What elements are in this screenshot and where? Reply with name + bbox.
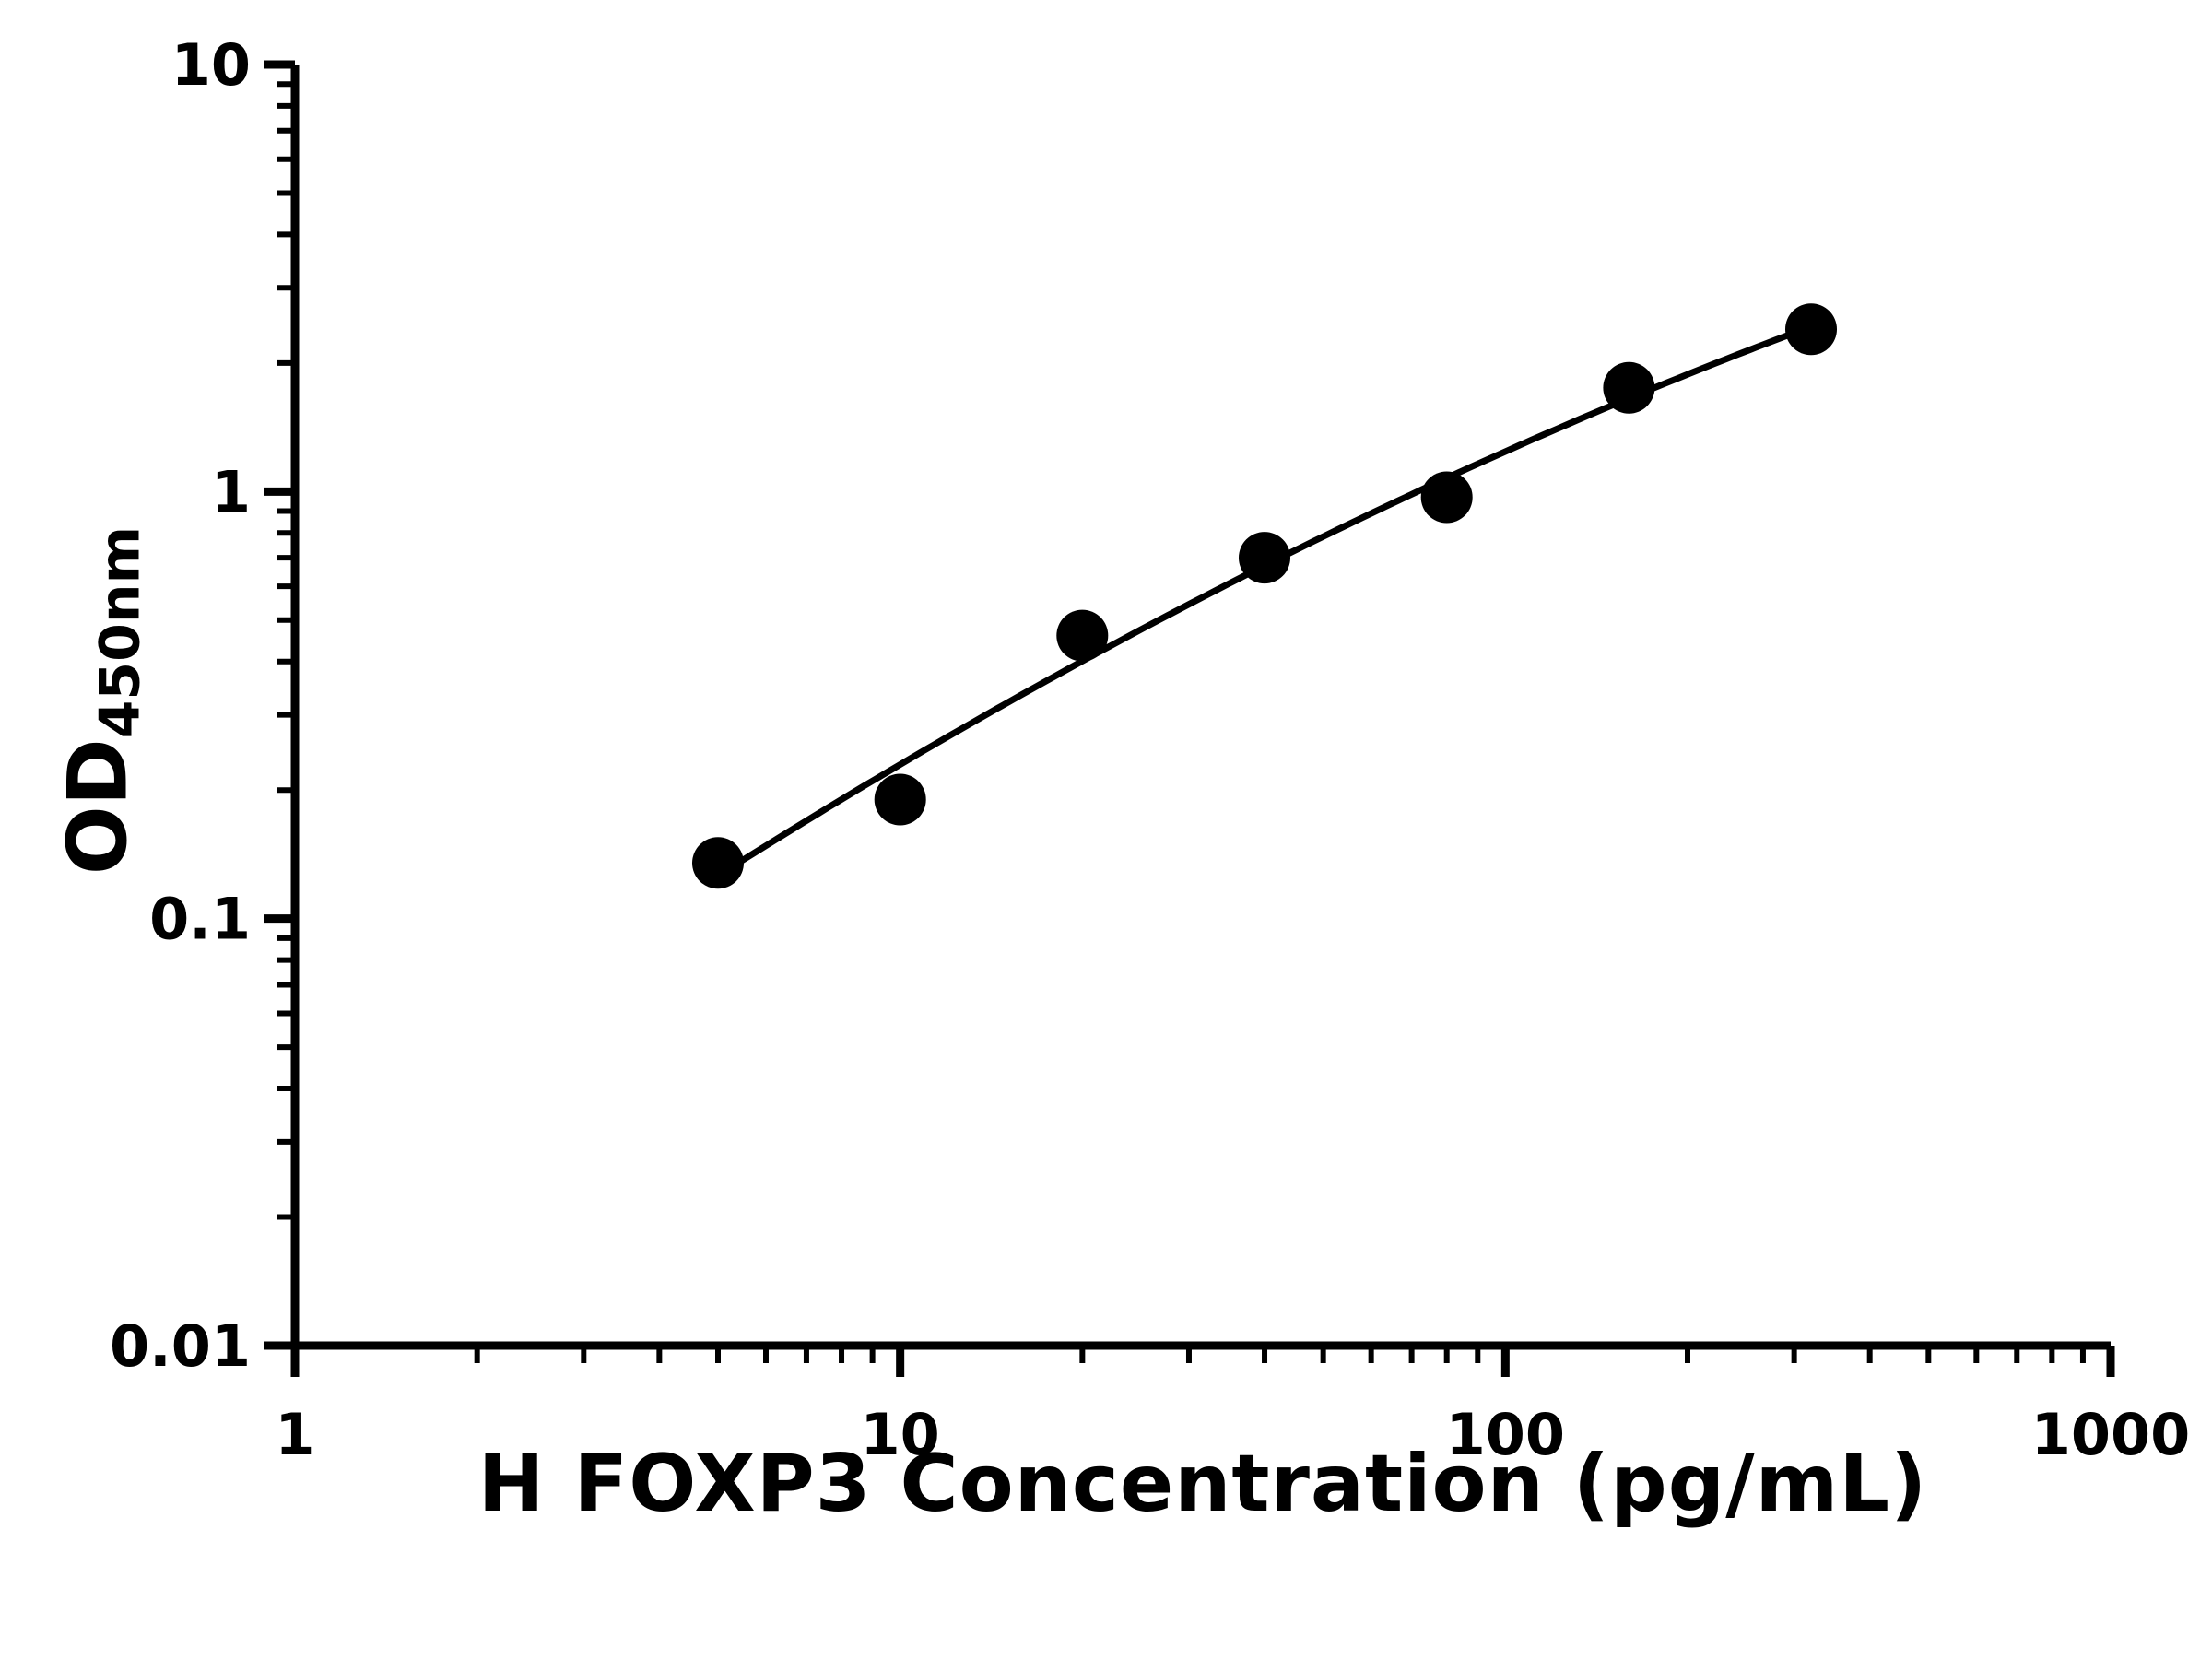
y-tick-label: 1 <box>211 458 251 525</box>
x-tick-label: 100 <box>1446 1401 1565 1468</box>
y-tick-label: 10 <box>171 31 251 99</box>
x-axis-label: H FOXP3 Concentration (pg/mL) <box>477 1438 1928 1530</box>
data-point <box>874 773 926 826</box>
x-tick-label: 1000 <box>2031 1401 2191 1468</box>
x-tick-label: 1 <box>275 1401 314 1468</box>
data-point <box>1239 532 1290 584</box>
data-point <box>1603 361 1655 414</box>
y-axis-label-subscript: 450nm <box>88 525 153 739</box>
y-tick-label: 0.1 <box>149 886 251 953</box>
y-axis-label-base: OD <box>50 738 146 876</box>
y-tick-label: 0.01 <box>110 1312 251 1380</box>
data-point <box>1056 609 1109 662</box>
y-axis-label: OD450nm <box>51 526 153 875</box>
x-tick-label: 10 <box>861 1401 940 1468</box>
data-point <box>1420 471 1473 524</box>
data-point <box>692 837 744 889</box>
data-point <box>1785 303 1837 356</box>
